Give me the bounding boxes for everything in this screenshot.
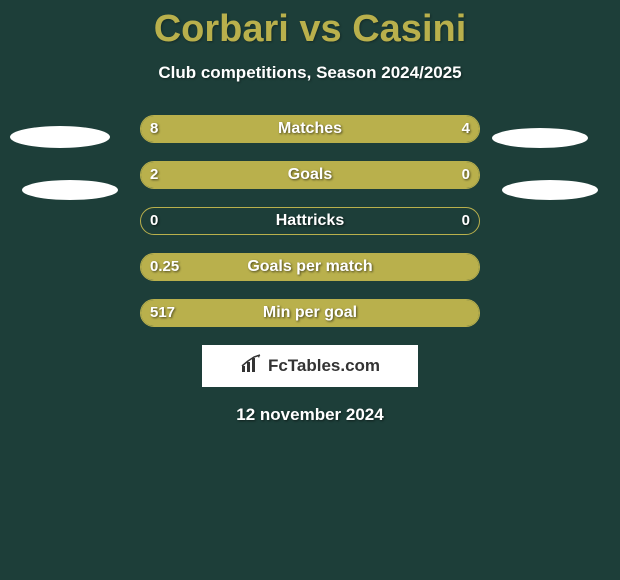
date-text: 12 november 2024 (0, 405, 620, 425)
stat-row: 00Hattricks (0, 207, 620, 235)
player-ellipse (502, 180, 598, 200)
chart-icon (240, 354, 262, 379)
bar-left (141, 116, 366, 142)
page-title: Corbari vs Casini (0, 0, 620, 51)
bar-right (400, 162, 479, 188)
logo-box: FcTables.com (202, 345, 418, 387)
bar-track (140, 253, 480, 281)
bar-track (140, 115, 480, 143)
bar-track (140, 299, 480, 327)
stat-row: 0.25Goals per match (0, 253, 620, 281)
bar-right (366, 116, 479, 142)
player-ellipse (10, 126, 110, 148)
bar-track (140, 207, 480, 235)
stat-row: 517Min per goal (0, 299, 620, 327)
bar-track (140, 161, 480, 189)
bar-left (141, 300, 479, 326)
player-ellipse (22, 180, 118, 200)
subtitle: Club competitions, Season 2024/2025 (0, 63, 620, 83)
logo-text: FcTables.com (268, 356, 380, 376)
player-ellipse (492, 128, 588, 148)
bar-left (141, 254, 479, 280)
bar-left (141, 162, 400, 188)
